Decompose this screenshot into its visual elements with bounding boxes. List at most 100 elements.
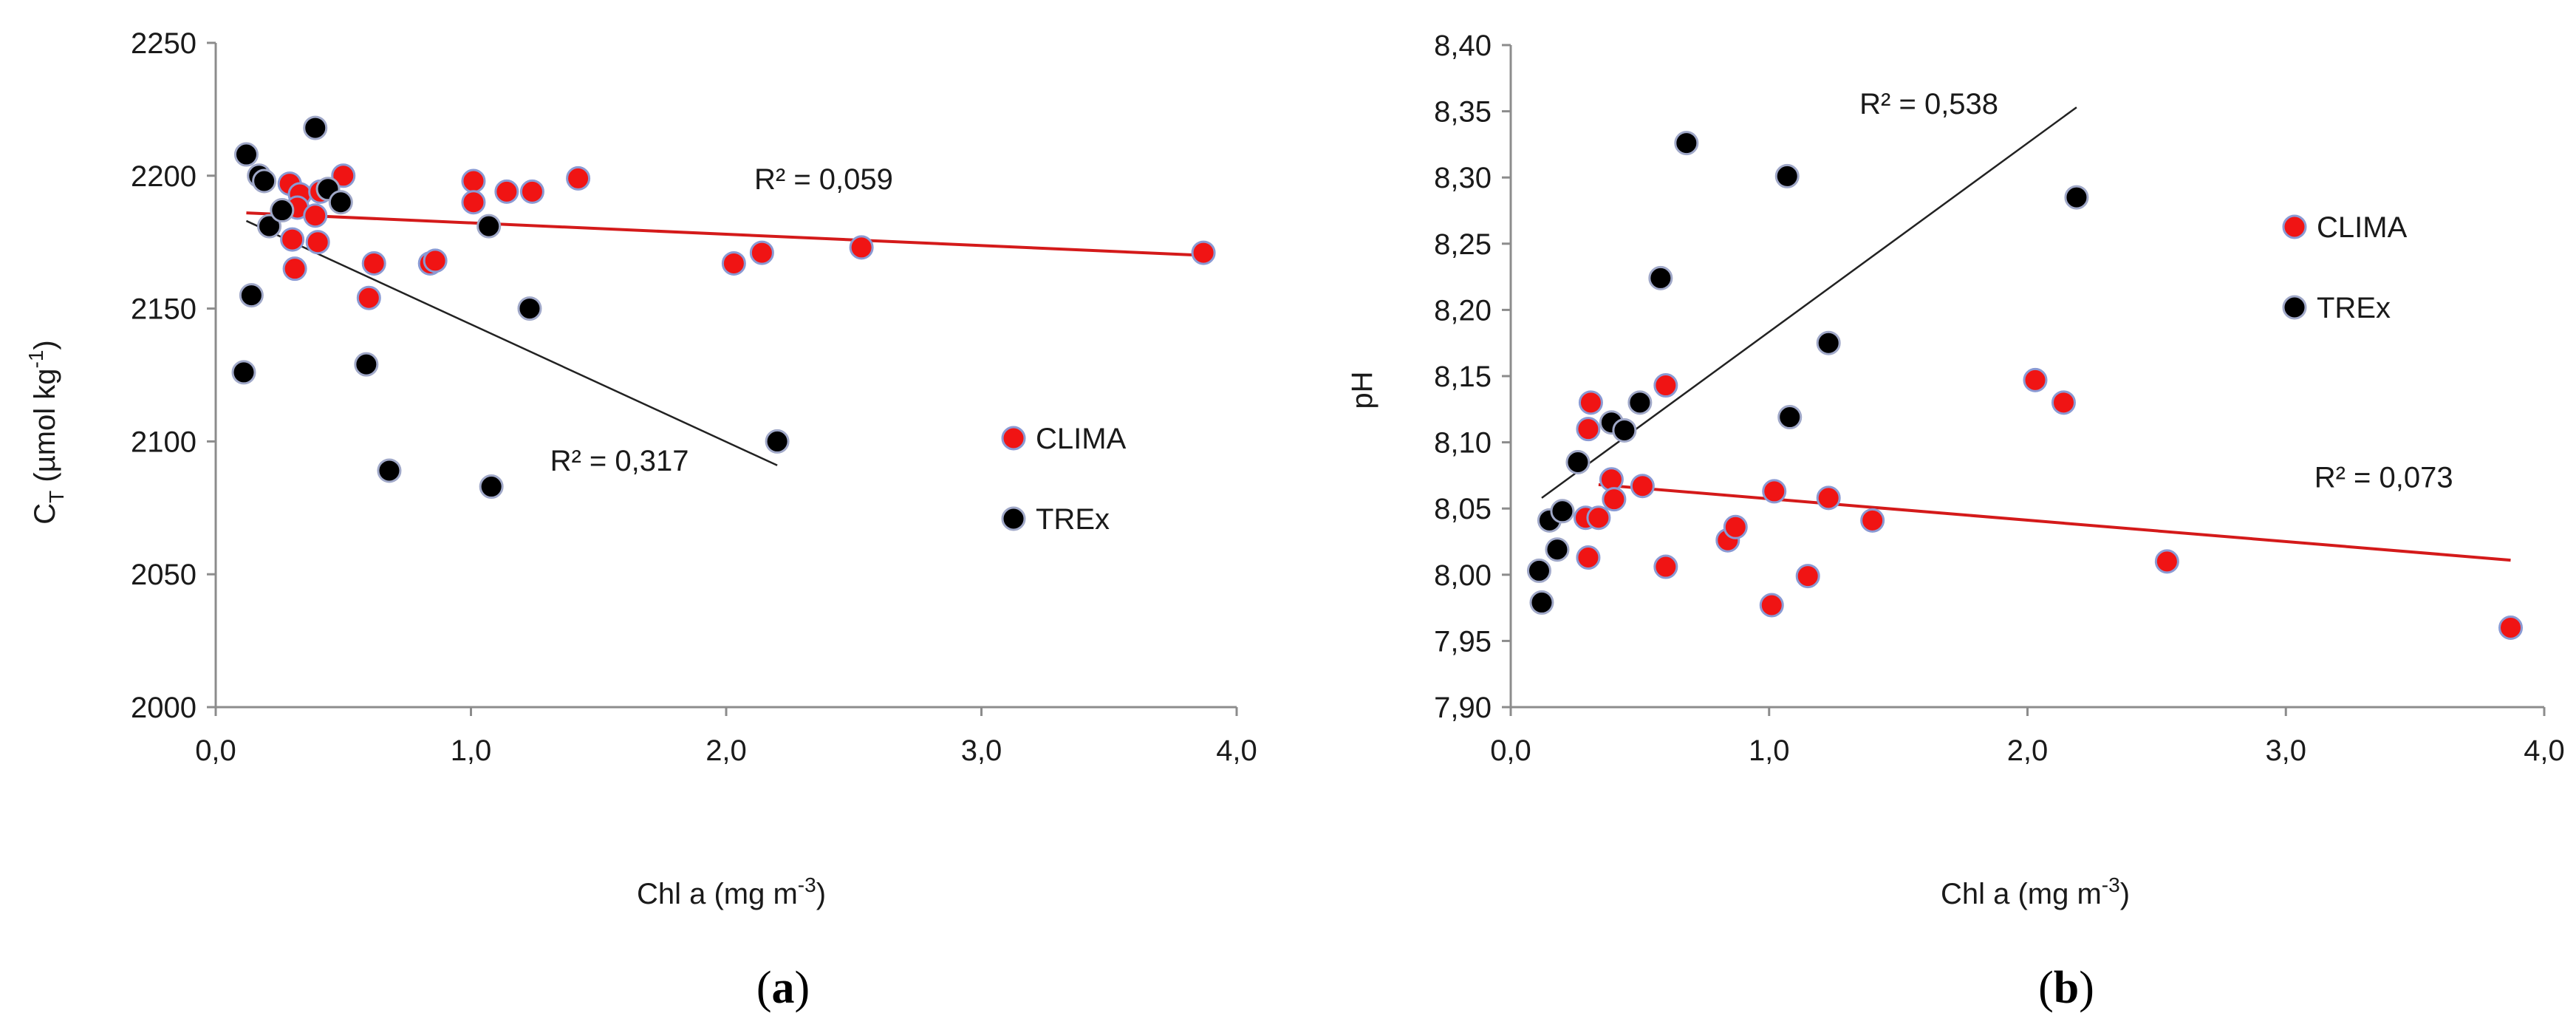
point-trex: [2064, 185, 2089, 210]
r-squared-label: R² = 0,317: [550, 445, 689, 477]
r-squared-label: R² = 0,073: [2314, 462, 2453, 494]
data-points-a: [231, 115, 1216, 500]
legend-label-clima: CLIMA: [2317, 211, 2408, 244]
legend-marker-trex: [1001, 506, 1026, 531]
x-tick-label: 3,0: [961, 734, 1002, 767]
point-trex: [1550, 499, 1575, 524]
point-clima: [2023, 367, 2048, 392]
point-trex: [1777, 405, 1803, 430]
y-tick-label: 8,35: [1434, 96, 1492, 129]
r-squared-label: R² = 0,538: [1859, 88, 1998, 120]
x-tick-label: 0,0: [1490, 734, 1531, 767]
point-clima: [1653, 554, 1678, 579]
point-clima: [423, 248, 448, 273]
point-clima: [494, 179, 519, 204]
legend-label-clima: CLIMA: [1036, 423, 1127, 455]
annotations-a: R² = 0,059 R² = 0,317: [550, 163, 893, 477]
point-clima: [1586, 505, 1611, 531]
point-clima: [1816, 485, 1841, 511]
point-trex: [328, 190, 353, 215]
point-clima: [849, 235, 874, 260]
y-axis-label-b: pH: [1346, 371, 1378, 409]
point-clima: [2498, 615, 2524, 640]
y-tick-label: 8,00: [1434, 559, 1492, 592]
point-clima: [1630, 474, 1655, 499]
trendlines-a: [245, 211, 1204, 466]
point-clima: [721, 250, 746, 276]
x-tick-label: 1,0: [451, 734, 492, 767]
point-trex: [1545, 537, 1570, 562]
point-clima: [331, 163, 356, 188]
point-clima: [2154, 549, 2179, 574]
point-clima: [280, 227, 305, 252]
caption-b: (b): [2038, 963, 2094, 1013]
point-clima: [519, 179, 544, 204]
y-tick-label: 7,95: [1434, 625, 1492, 658]
chart-panel-b: 7,90 7,95 8,00 8,05 8,10 8,15 8,20 8,25 8,30 8,35…: [1346, 30, 2565, 1013]
point-trex: [476, 214, 502, 239]
point-clima: [356, 285, 381, 310]
point-clima: [1723, 514, 1748, 539]
x-tick-label: 4,0: [2524, 734, 2565, 767]
annotations-b: R² = 0,538 R² = 0,073: [1859, 88, 2453, 494]
point-trex: [1648, 265, 1673, 290]
data-points-b: [1526, 131, 2524, 640]
y-tick-label: 2050: [131, 559, 197, 591]
point-clima: [1759, 593, 1784, 618]
point-trex: [303, 115, 328, 140]
point-trex: [765, 429, 790, 454]
y-tick-label: 8,25: [1434, 228, 1492, 261]
point-clima: [461, 168, 486, 194]
y-tick-label: 2200: [131, 160, 197, 193]
point-trex: [354, 352, 379, 377]
point-trex: [257, 214, 282, 239]
point-trex: [1816, 330, 1841, 355]
x-tick-label: 0,0: [195, 734, 236, 767]
x-tick-label: 1,0: [1749, 734, 1790, 767]
y-tick-label: 2100: [131, 426, 197, 458]
point-trex: [377, 458, 402, 483]
y-tick-label: 2150: [131, 293, 197, 326]
trendline-clima: [246, 211, 1204, 257]
y-tick-label: 8,20: [1434, 294, 1492, 327]
point-trex: [1674, 131, 1699, 156]
point-clima: [1653, 373, 1678, 398]
y-tick-label: 8,40: [1434, 30, 1492, 62]
point-clima: [749, 240, 774, 265]
point-clima: [303, 203, 328, 228]
point-trex: [1529, 590, 1554, 615]
point-clima: [282, 256, 307, 282]
y-tick-label: 8,10: [1434, 427, 1492, 460]
point-trex: [1526, 558, 1551, 583]
r-squared-label: R² = 0,059: [754, 163, 893, 196]
legend-marker-trex: [2282, 295, 2307, 320]
trendline-trex: [245, 219, 778, 466]
point-clima: [1860, 508, 1885, 533]
x-axis-label-a: Chl a (mg m-3): [637, 873, 826, 910]
point-clima: [1762, 479, 1787, 504]
point-clima: [566, 166, 591, 191]
point-trex: [1627, 390, 1653, 415]
trendline-clima: [1598, 483, 2511, 562]
y-tick-label: 8,05: [1434, 493, 1492, 525]
legend-marker-clima: [2282, 214, 2307, 239]
point-clima: [1578, 390, 1603, 415]
tick-labels-b: 7,90 7,95 8,00 8,05 8,10 8,15 8,20 8,25 8,30 8,35…: [1434, 30, 2565, 767]
legend-a: CLIMA TREx: [1001, 423, 1127, 536]
y-tick-label: 8,30: [1434, 162, 1492, 194]
legend-marker-clima: [1001, 426, 1026, 451]
x-tick-label: 3,0: [2265, 734, 2306, 767]
point-clima: [1795, 564, 1820, 589]
legend-label-trex: TREx: [2317, 292, 2391, 324]
axes-a: [207, 41, 1238, 716]
point-trex: [252, 168, 277, 194]
point-trex: [231, 360, 256, 385]
x-tick-label: 2,0: [2007, 734, 2049, 767]
point-clima: [1602, 487, 1627, 512]
point-clima: [1191, 240, 1216, 265]
y-axis-label-a: CT (µmol kg-1): [24, 340, 68, 525]
point-clima: [2051, 390, 2076, 415]
point-trex: [1565, 449, 1591, 474]
